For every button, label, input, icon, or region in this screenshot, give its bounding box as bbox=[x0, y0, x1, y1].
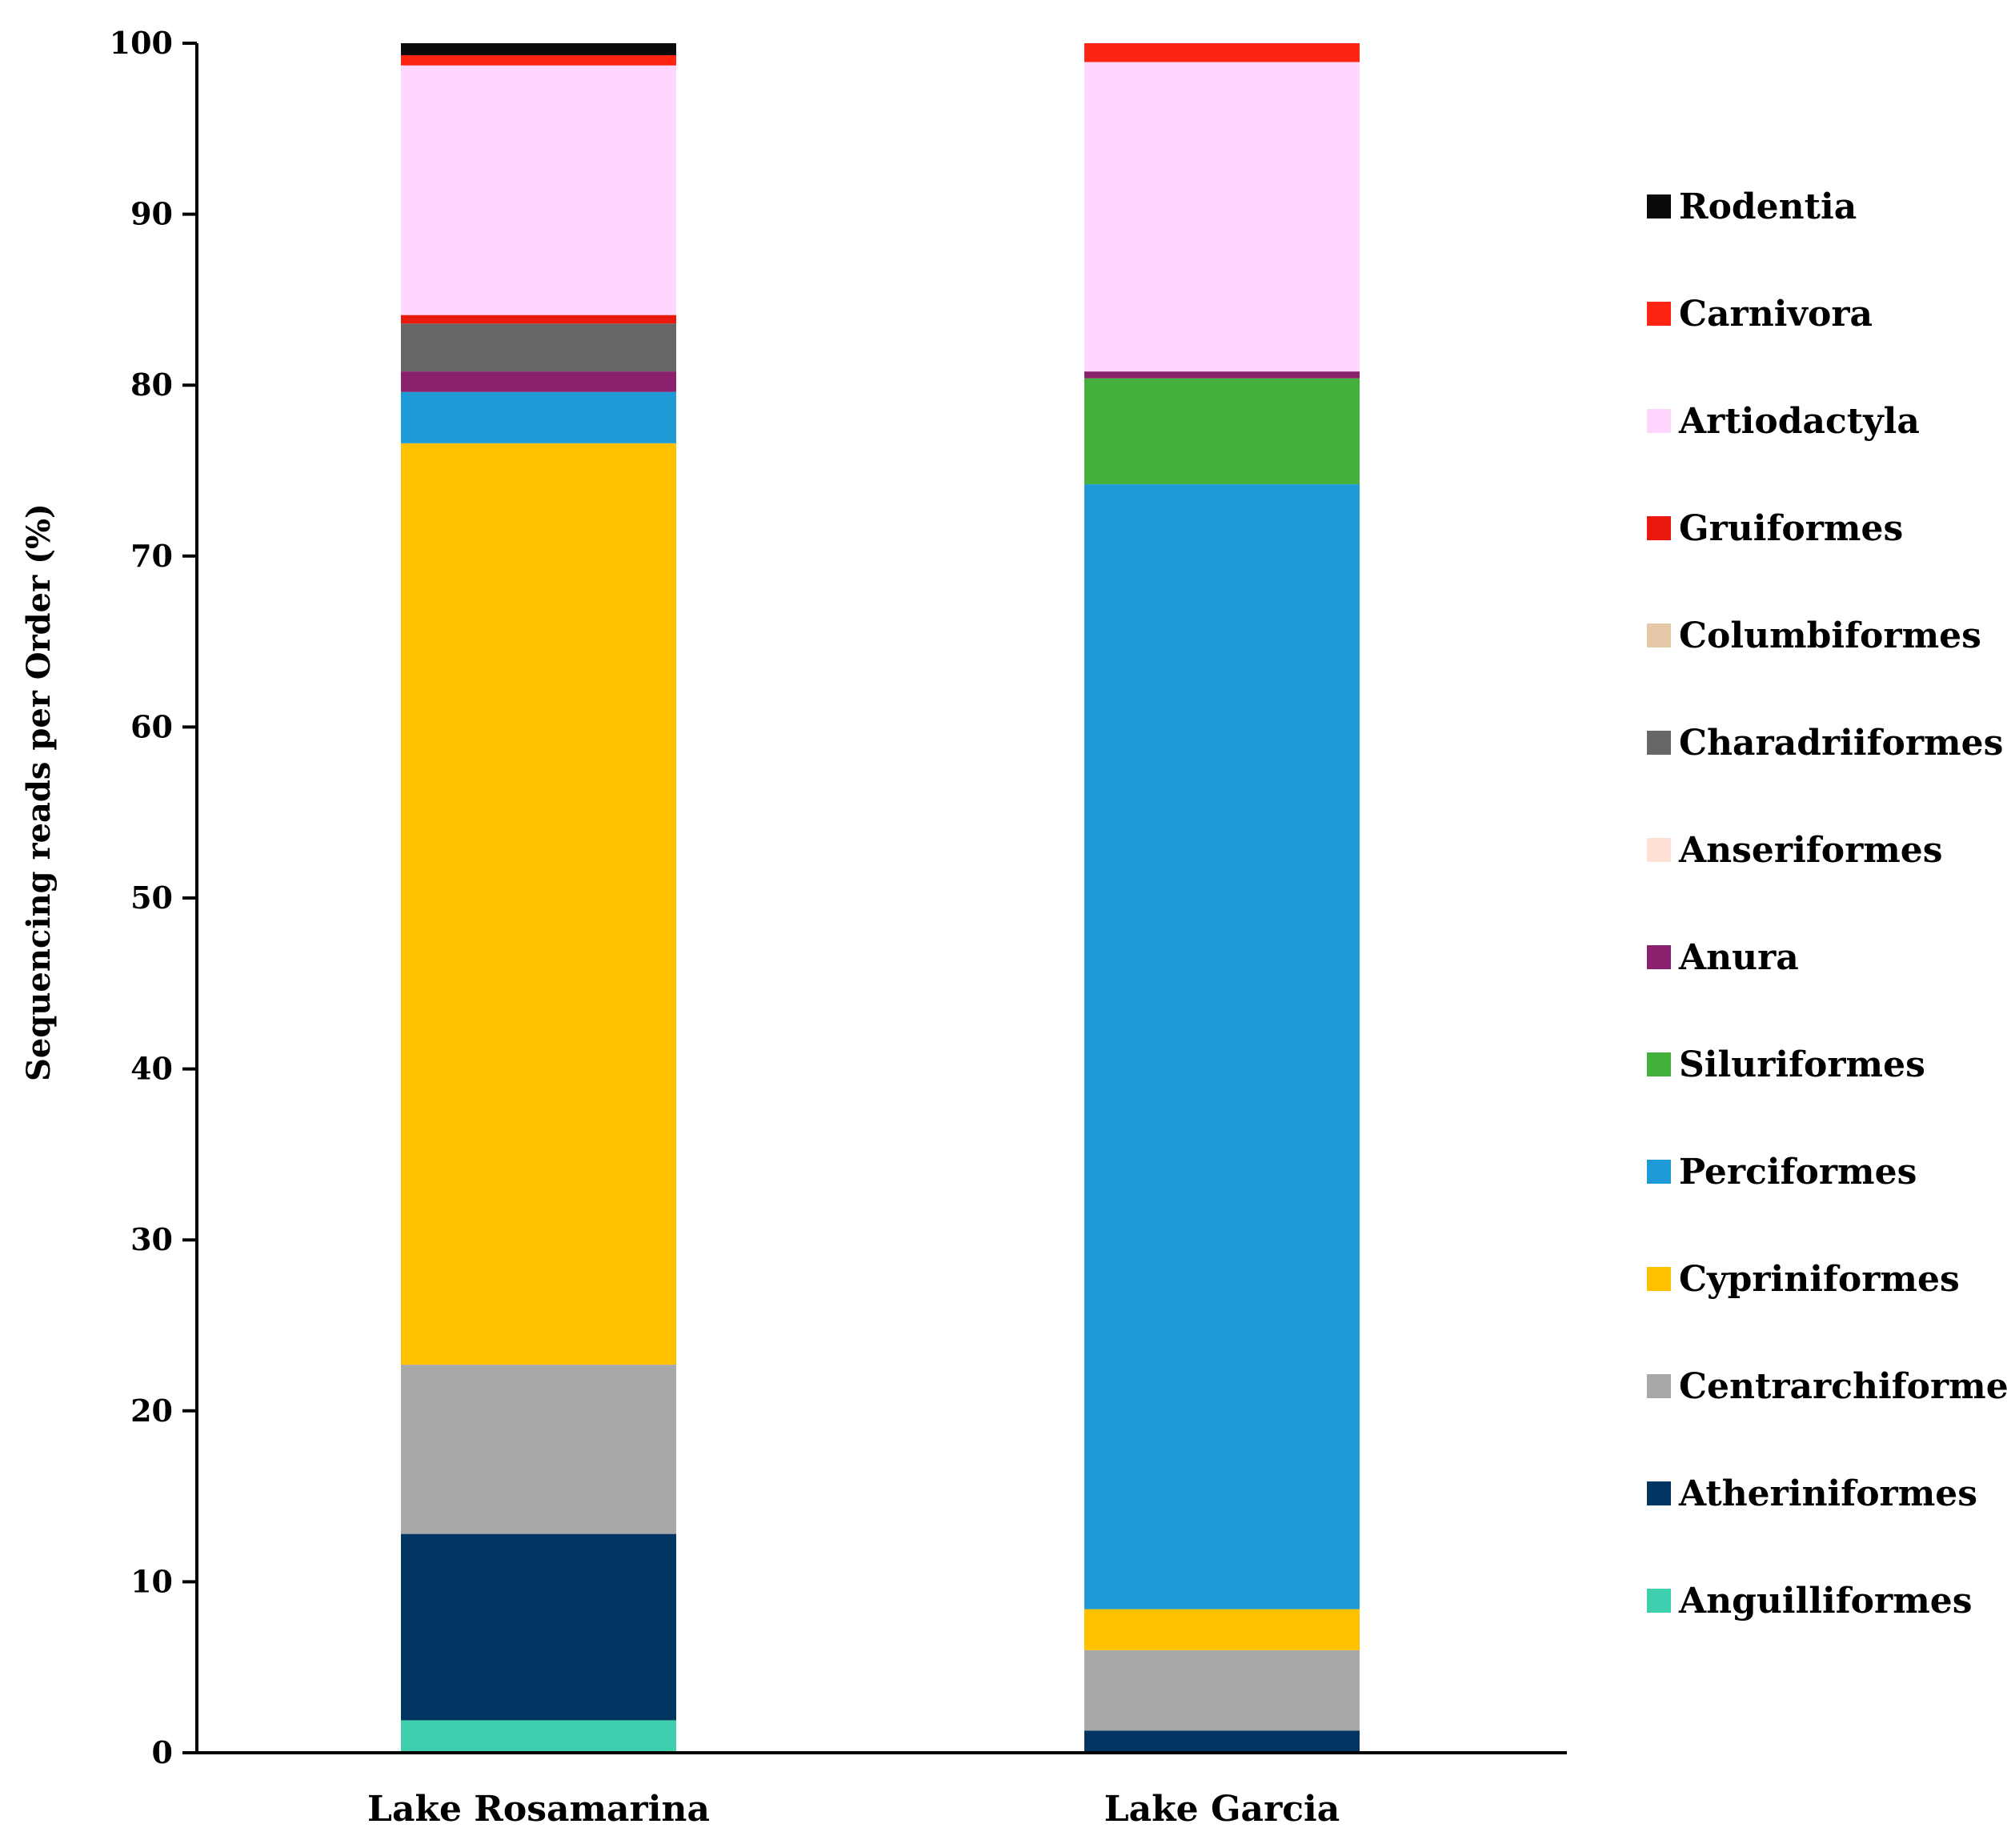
legend-item-rodentia: Rodentia bbox=[1647, 186, 1857, 227]
legend-item-columbiformes: Columbiformes bbox=[1647, 615, 1981, 656]
bar-segment-charadriiformes-rosamarina bbox=[401, 323, 676, 372]
legend-label: Artiodactyla bbox=[1678, 401, 1920, 442]
x-category-label: Lake Garcia bbox=[1104, 1789, 1340, 1830]
legend-item-artiodactyla: Artiodactyla bbox=[1647, 401, 1920, 442]
y-tick-label: 60 bbox=[130, 708, 173, 744]
y-ticks: 0 10 20 30 40 50 60 70 80 90 100 bbox=[110, 25, 197, 1770]
legend-label: Carnivora bbox=[1679, 294, 1873, 335]
legend-swatch bbox=[1647, 1052, 1671, 1076]
bar-segment-siluriformes-garcia bbox=[1084, 378, 1360, 485]
legend: Rodentia Carnivora Artiodactyla Gruiformes C… bbox=[1647, 186, 2007, 1622]
legend-item-charadriiformes: Charadriiformes bbox=[1647, 723, 2003, 764]
bar-segment-perciformes-garcia bbox=[1084, 484, 1360, 1609]
legend-item-centrarchiformes: Centrarchiformes bbox=[1647, 1366, 2007, 1407]
bars-layer bbox=[401, 43, 1360, 1753]
legend-label: Columbiformes bbox=[1679, 615, 1981, 656]
bar-segment-artiodactyla-rosamarina bbox=[401, 65, 676, 315]
legend-label: Rodentia bbox=[1679, 186, 1857, 227]
legend-swatch bbox=[1647, 409, 1671, 433]
legend-swatch bbox=[1647, 1374, 1671, 1398]
legend-item-anguilliformes: Anguilliformes bbox=[1647, 1581, 1973, 1622]
legend-item-atheriniformes: Atheriniformes bbox=[1647, 1473, 1977, 1514]
legend-swatch bbox=[1647, 1589, 1671, 1613]
bar-segment-anura-rosamarina bbox=[401, 371, 676, 392]
legend-label: Siluriformes bbox=[1679, 1044, 1925, 1085]
legend-item-anura: Anura bbox=[1647, 937, 1799, 978]
y-tick-label: 20 bbox=[130, 1393, 173, 1429]
bar-segment-atheriniformes-rosamarina bbox=[401, 1533, 676, 1721]
legend-swatch bbox=[1647, 838, 1671, 862]
legend-swatch bbox=[1647, 1267, 1671, 1291]
y-tick-label: 30 bbox=[130, 1221, 173, 1257]
bar-segment-rodentia-rosamarina bbox=[401, 43, 676, 55]
bar-segment-anura-garcia bbox=[1084, 371, 1360, 379]
bar-segment-artiodactyla-garcia bbox=[1084, 62, 1360, 372]
legend-item-carnivora: Carnivora bbox=[1647, 294, 1873, 335]
legend-label: Anura bbox=[1678, 937, 1799, 978]
y-tick-label: 100 bbox=[110, 25, 173, 61]
legend-item-cypriniformes: Cypriniformes bbox=[1647, 1259, 1960, 1300]
bar-segment-anguilliformes-rosamarina bbox=[401, 1720, 676, 1753]
y-tick-label: 70 bbox=[130, 538, 173, 574]
y-tick-label: 90 bbox=[130, 196, 173, 232]
y-tick-label: 50 bbox=[130, 880, 173, 916]
category-labels: Lake Rosamarina Lake Garcia bbox=[367, 1789, 1340, 1830]
y-tick-label: 10 bbox=[130, 1563, 173, 1599]
legend-item-siluriformes: Siluriformes bbox=[1647, 1044, 1925, 1085]
bar-segment-carnivora-rosamarina bbox=[401, 54, 676, 66]
legend-label: Atheriniformes bbox=[1678, 1473, 1977, 1514]
bar-segment-centrarchiformes-garcia bbox=[1084, 1650, 1360, 1731]
bar-segment-cypriniformes-rosamarina bbox=[401, 443, 676, 1365]
bar-segment-carnivora-garcia bbox=[1084, 43, 1360, 62]
bar-segment-perciformes-rosamarina bbox=[401, 391, 676, 443]
bar-segment-gruiformes-rosamarina bbox=[401, 315, 676, 324]
y-axis-title: Sequencing reads per Order (%) bbox=[20, 503, 58, 1081]
legend-swatch bbox=[1647, 623, 1671, 647]
legend-swatch bbox=[1647, 1160, 1671, 1184]
legend-label: Charadriiformes bbox=[1679, 723, 2003, 764]
legend-label: Perciformes bbox=[1679, 1152, 1917, 1193]
legend-swatch bbox=[1647, 945, 1671, 969]
legend-label: Gruiformes bbox=[1679, 508, 1903, 549]
legend-label: Anguilliformes bbox=[1678, 1581, 1973, 1622]
legend-swatch bbox=[1647, 194, 1671, 218]
legend-swatch bbox=[1647, 516, 1671, 540]
x-category-label: Lake Rosamarina bbox=[367, 1789, 710, 1830]
legend-swatch bbox=[1647, 1481, 1671, 1505]
legend-swatch bbox=[1647, 731, 1671, 755]
legend-item-gruiformes: Gruiformes bbox=[1647, 508, 1903, 549]
y-tick-label: 80 bbox=[130, 367, 173, 403]
bar-segment-cypriniformes-garcia bbox=[1084, 1609, 1360, 1650]
y-tick-label: 0 bbox=[152, 1734, 173, 1770]
legend-item-anseriformes: Anseriformes bbox=[1647, 830, 1943, 871]
legend-label: Centrarchiformes bbox=[1679, 1366, 2007, 1407]
y-tick-label: 40 bbox=[130, 1051, 173, 1087]
legend-label: Anseriformes bbox=[1678, 830, 1943, 871]
legend-swatch bbox=[1647, 302, 1671, 326]
legend-item-perciformes: Perciformes bbox=[1647, 1152, 1917, 1193]
bar-segment-centrarchiformes-rosamarina bbox=[401, 1365, 676, 1534]
legend-label: Cypriniformes bbox=[1679, 1259, 1960, 1300]
bar-segment-atheriniformes-garcia bbox=[1084, 1730, 1360, 1753]
